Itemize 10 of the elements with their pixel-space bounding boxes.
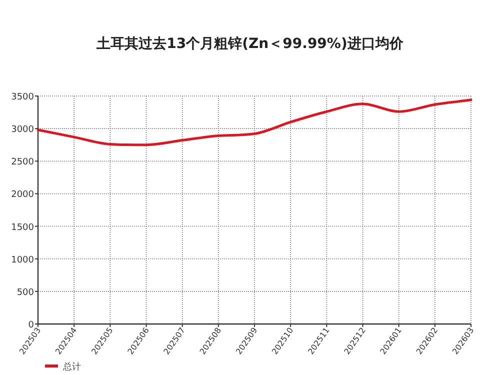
y-tick-label: 2500 (11, 158, 34, 168)
y-tick-label: 2000 (11, 190, 34, 200)
y-tick-label: 3000 (11, 125, 34, 136)
y-tick-label: 0 (28, 320, 34, 330)
y-tick-label: 500 (16, 288, 34, 298)
chart-title: 土耳其过去13个月粗锌(Zn＜99.99%)进口均价 (96, 36, 404, 52)
y-tick-label: 3500 (11, 92, 34, 102)
y-tick-label: 1000 (11, 255, 34, 266)
y-tick-label: 1500 (11, 222, 34, 233)
legend-label: 总计 (62, 362, 81, 372)
